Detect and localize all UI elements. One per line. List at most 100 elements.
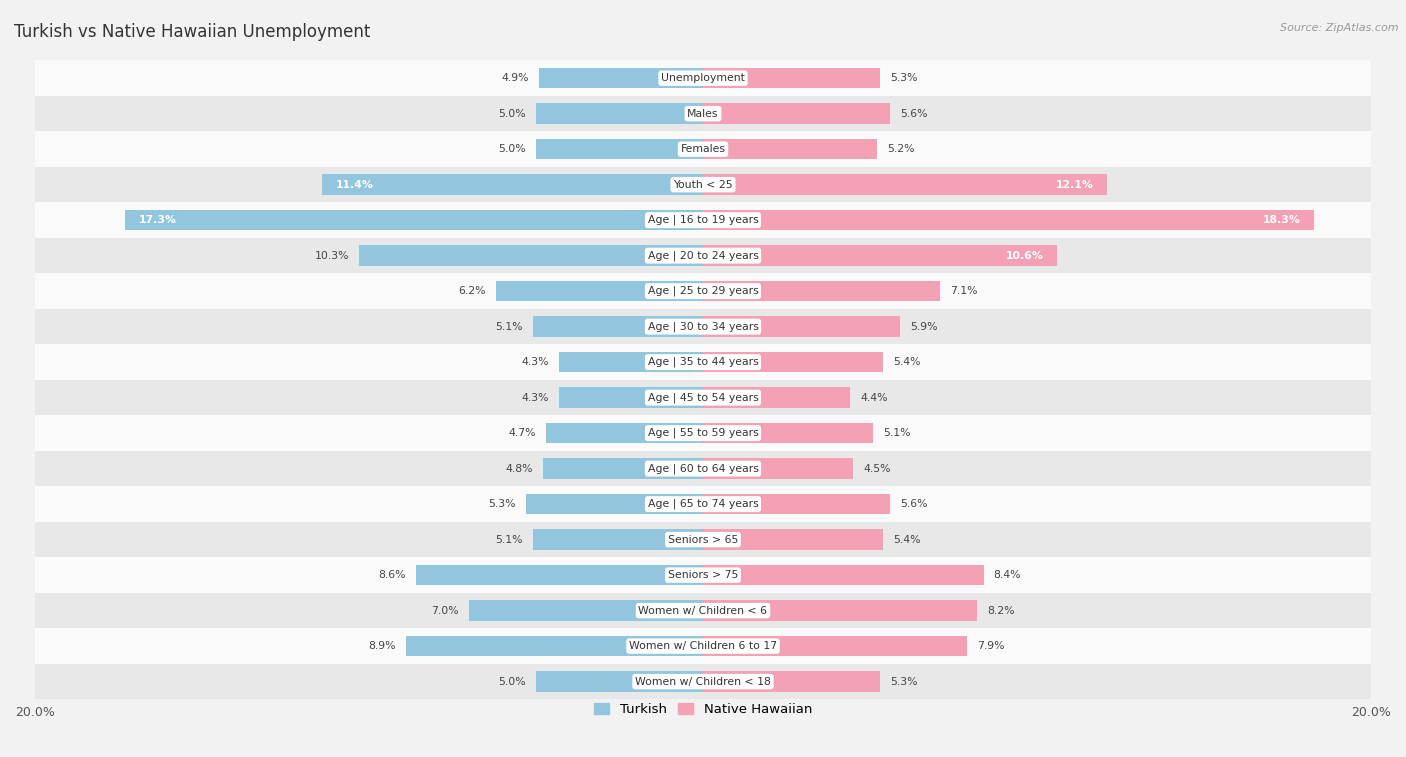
- Bar: [703, 388, 851, 408]
- Bar: [703, 68, 880, 89]
- Bar: [703, 494, 890, 515]
- Text: 4.3%: 4.3%: [522, 393, 550, 403]
- Text: 4.8%: 4.8%: [505, 463, 533, 474]
- Legend: Turkish, Native Hawaiian: Turkish, Native Hawaiian: [588, 698, 818, 721]
- Text: 4.3%: 4.3%: [522, 357, 550, 367]
- Bar: [35, 416, 1371, 451]
- Text: 5.9%: 5.9%: [910, 322, 938, 332]
- Bar: [543, 458, 703, 479]
- Text: Age | 55 to 59 years: Age | 55 to 59 years: [648, 428, 758, 438]
- Bar: [526, 494, 703, 515]
- Bar: [35, 593, 1371, 628]
- Text: Youth < 25: Youth < 25: [673, 179, 733, 190]
- Bar: [35, 96, 1371, 132]
- Bar: [703, 139, 877, 160]
- Text: 4.5%: 4.5%: [863, 463, 891, 474]
- Text: 5.3%: 5.3%: [488, 499, 516, 509]
- Bar: [125, 210, 703, 230]
- Text: 5.1%: 5.1%: [495, 534, 523, 544]
- Text: 7.9%: 7.9%: [977, 641, 1004, 651]
- Bar: [35, 557, 1371, 593]
- Bar: [540, 68, 703, 89]
- Bar: [406, 636, 703, 656]
- Text: 6.2%: 6.2%: [458, 286, 486, 296]
- Bar: [703, 245, 1057, 266]
- Text: Women w/ Children < 6: Women w/ Children < 6: [638, 606, 768, 615]
- Bar: [703, 423, 873, 444]
- Bar: [533, 316, 703, 337]
- Text: 5.1%: 5.1%: [883, 428, 911, 438]
- Text: 5.4%: 5.4%: [893, 357, 921, 367]
- Text: Age | 35 to 44 years: Age | 35 to 44 years: [648, 357, 758, 367]
- Bar: [35, 309, 1371, 344]
- Text: Age | 25 to 29 years: Age | 25 to 29 years: [648, 286, 758, 297]
- Text: 5.3%: 5.3%: [890, 677, 918, 687]
- Text: 8.4%: 8.4%: [994, 570, 1021, 580]
- Text: Women w/ Children < 18: Women w/ Children < 18: [636, 677, 770, 687]
- Bar: [35, 380, 1371, 416]
- Bar: [703, 671, 880, 692]
- Bar: [35, 273, 1371, 309]
- Bar: [536, 671, 703, 692]
- Bar: [703, 174, 1107, 195]
- Text: 5.1%: 5.1%: [495, 322, 523, 332]
- Bar: [703, 210, 1315, 230]
- Bar: [703, 104, 890, 124]
- Bar: [536, 104, 703, 124]
- Bar: [416, 565, 703, 585]
- Bar: [703, 316, 900, 337]
- Text: 17.3%: 17.3%: [138, 215, 177, 225]
- Text: 5.6%: 5.6%: [900, 109, 928, 119]
- Bar: [703, 458, 853, 479]
- Text: 5.4%: 5.4%: [893, 534, 921, 544]
- Text: 5.0%: 5.0%: [498, 677, 526, 687]
- Text: Age | 45 to 54 years: Age | 45 to 54 years: [648, 392, 758, 403]
- Text: Age | 16 to 19 years: Age | 16 to 19 years: [648, 215, 758, 226]
- Bar: [703, 565, 984, 585]
- Text: 5.0%: 5.0%: [498, 109, 526, 119]
- Text: Women w/ Children 6 to 17: Women w/ Children 6 to 17: [628, 641, 778, 651]
- Bar: [703, 281, 941, 301]
- Text: Age | 60 to 64 years: Age | 60 to 64 years: [648, 463, 758, 474]
- Text: Males: Males: [688, 109, 718, 119]
- Bar: [703, 352, 883, 372]
- Bar: [35, 486, 1371, 522]
- Bar: [560, 388, 703, 408]
- Bar: [35, 61, 1371, 96]
- Bar: [533, 529, 703, 550]
- Text: 5.3%: 5.3%: [890, 73, 918, 83]
- Text: 7.1%: 7.1%: [950, 286, 977, 296]
- Text: 5.6%: 5.6%: [900, 499, 928, 509]
- Bar: [546, 423, 703, 444]
- Text: 8.2%: 8.2%: [987, 606, 1014, 615]
- Text: 4.9%: 4.9%: [502, 73, 529, 83]
- Text: 7.0%: 7.0%: [432, 606, 460, 615]
- Bar: [703, 600, 977, 621]
- Bar: [35, 522, 1371, 557]
- Text: Turkish vs Native Hawaiian Unemployment: Turkish vs Native Hawaiian Unemployment: [14, 23, 370, 41]
- Bar: [35, 628, 1371, 664]
- Bar: [35, 344, 1371, 380]
- Text: 11.4%: 11.4%: [336, 179, 374, 190]
- Text: Age | 30 to 34 years: Age | 30 to 34 years: [648, 322, 758, 332]
- Text: Unemployment: Unemployment: [661, 73, 745, 83]
- Text: Age | 65 to 74 years: Age | 65 to 74 years: [648, 499, 758, 509]
- Text: 4.4%: 4.4%: [860, 393, 887, 403]
- Text: Source: ZipAtlas.com: Source: ZipAtlas.com: [1281, 23, 1399, 33]
- Text: Seniors > 75: Seniors > 75: [668, 570, 738, 580]
- Text: 5.0%: 5.0%: [498, 144, 526, 154]
- Bar: [35, 132, 1371, 167]
- Text: 8.6%: 8.6%: [378, 570, 406, 580]
- Bar: [322, 174, 703, 195]
- Bar: [35, 167, 1371, 202]
- Bar: [35, 238, 1371, 273]
- Text: 10.3%: 10.3%: [315, 251, 349, 260]
- Text: 5.2%: 5.2%: [887, 144, 914, 154]
- Text: Seniors > 65: Seniors > 65: [668, 534, 738, 544]
- Bar: [560, 352, 703, 372]
- Text: 18.3%: 18.3%: [1263, 215, 1301, 225]
- Text: 10.6%: 10.6%: [1005, 251, 1043, 260]
- Bar: [359, 245, 703, 266]
- Text: 8.9%: 8.9%: [368, 641, 395, 651]
- Bar: [703, 529, 883, 550]
